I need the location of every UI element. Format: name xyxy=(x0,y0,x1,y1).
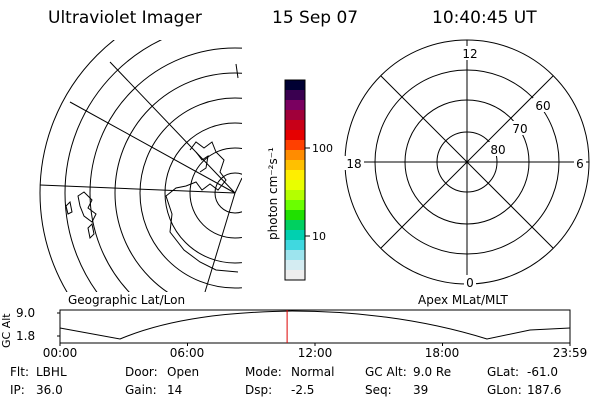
info-value: 36.0 xyxy=(36,383,63,397)
colorbar-cell xyxy=(285,200,305,211)
lat-circle xyxy=(114,72,242,292)
apex-panel-label: Apex MLat/MLT xyxy=(418,293,508,307)
meridian-line xyxy=(204,192,236,292)
xtick-label: 00:00 xyxy=(43,346,78,360)
mlt-label-6: 6 xyxy=(576,157,584,171)
colorbar-cell xyxy=(285,120,305,131)
colorbar-cell xyxy=(285,100,305,111)
colorbar-cell xyxy=(285,260,305,271)
lat-circle xyxy=(89,47,242,292)
lat-circle xyxy=(164,122,242,264)
ytick-label: 1.8 xyxy=(16,329,35,343)
colorbar-cell xyxy=(285,80,305,91)
mlt-line-diagonal xyxy=(380,75,554,249)
coastline xyxy=(195,151,209,173)
mlt-label-18: 18 xyxy=(346,157,361,171)
xtick-label: 18:00 xyxy=(425,346,460,360)
info-value: -2.5 xyxy=(291,383,315,397)
lat-circle xyxy=(64,40,163,292)
info-key: Flt: xyxy=(10,365,29,379)
lat-circle xyxy=(139,97,242,289)
coastline xyxy=(235,63,239,79)
colorbar: 100 10 photon cm⁻²s⁻¹ xyxy=(266,79,333,281)
ytick-label: 9.0 xyxy=(16,306,35,320)
colorbar-cell xyxy=(285,110,305,121)
lat-circle xyxy=(39,40,115,292)
mlt-label-0: 0 xyxy=(466,276,474,290)
info-key: GLat: xyxy=(487,365,520,379)
info-value: LBHL xyxy=(36,365,67,379)
meridian-line xyxy=(234,177,242,194)
colorbar-cell xyxy=(285,90,305,101)
xtick-label: 06:00 xyxy=(170,346,205,360)
info-key: Door: xyxy=(125,365,158,379)
instrument-title: Ultraviolet Imager xyxy=(48,8,202,28)
colorbar-cell xyxy=(285,240,305,251)
colorbar-cell xyxy=(285,190,305,201)
meridian-line xyxy=(109,61,236,194)
colorbar-cell xyxy=(285,140,305,151)
info-key: Seq: xyxy=(365,383,392,397)
colorbar-cell xyxy=(285,230,305,241)
info-key: GC Alt: xyxy=(365,365,407,379)
colorbar-cell xyxy=(285,220,305,231)
lat-circle xyxy=(214,172,242,214)
mlat-label-70: 70 xyxy=(512,122,527,136)
mlat-label-80: 80 xyxy=(490,143,505,157)
colorbar-cell xyxy=(285,250,305,261)
colorbar-tick-label: 10 xyxy=(312,230,326,243)
colorbar-unit-label: photon cm⁻²s⁻¹ xyxy=(266,147,280,240)
mlt-label-12: 12 xyxy=(462,47,477,61)
colorbar-cell xyxy=(285,180,305,191)
colorbar-tick-label: 100 xyxy=(312,142,333,155)
colorbar-cell xyxy=(285,160,305,171)
info-key: Dsp: xyxy=(245,383,273,397)
colorbar-cell xyxy=(285,170,305,181)
header-date: 15 Sep 07 xyxy=(272,8,359,28)
xtick-label: 23:59 xyxy=(553,346,588,360)
info-key: GLon: xyxy=(487,383,522,397)
altitude-ylabel: GC Alt xyxy=(0,313,13,348)
island-outline xyxy=(77,191,97,223)
info-value: Open xyxy=(167,365,200,379)
info-value: 9.0 Re xyxy=(413,365,452,379)
info-value: -61.0 xyxy=(527,365,559,379)
colorbar-cell xyxy=(285,210,305,221)
lat-circle xyxy=(189,147,242,239)
meridian-line xyxy=(39,184,236,194)
coastline xyxy=(165,141,239,273)
info-value: 14 xyxy=(167,383,183,397)
altitude-curve xyxy=(59,310,571,340)
colorbar-frame xyxy=(284,79,306,281)
meridian-line xyxy=(69,101,236,194)
colorbar-cell xyxy=(285,150,305,161)
info-key: IP: xyxy=(10,383,25,397)
info-value: Normal xyxy=(291,365,335,379)
geographic-panel-label: Geographic Lat/Lon xyxy=(68,293,185,307)
island-outline xyxy=(65,200,73,215)
xtick-label: 12:00 xyxy=(298,346,333,360)
colorbar-cell xyxy=(285,270,305,281)
magnetic-polar-plot xyxy=(344,39,590,285)
info-key: Mode: xyxy=(245,365,282,379)
info-key: Gain: xyxy=(125,383,157,397)
island-outline xyxy=(87,222,95,240)
info-value: 187.6 xyxy=(527,383,562,397)
mlat-label-60: 60 xyxy=(535,99,550,113)
info-value: 39 xyxy=(413,383,429,397)
geographic-map xyxy=(39,40,242,292)
header-time: 10:40:45 UT xyxy=(432,8,537,28)
colorbar-cell xyxy=(285,130,305,141)
altitude-plot: 9.0 1.8 GC Alt 00:00 06:00 12:00 18:00 2… xyxy=(0,306,587,360)
